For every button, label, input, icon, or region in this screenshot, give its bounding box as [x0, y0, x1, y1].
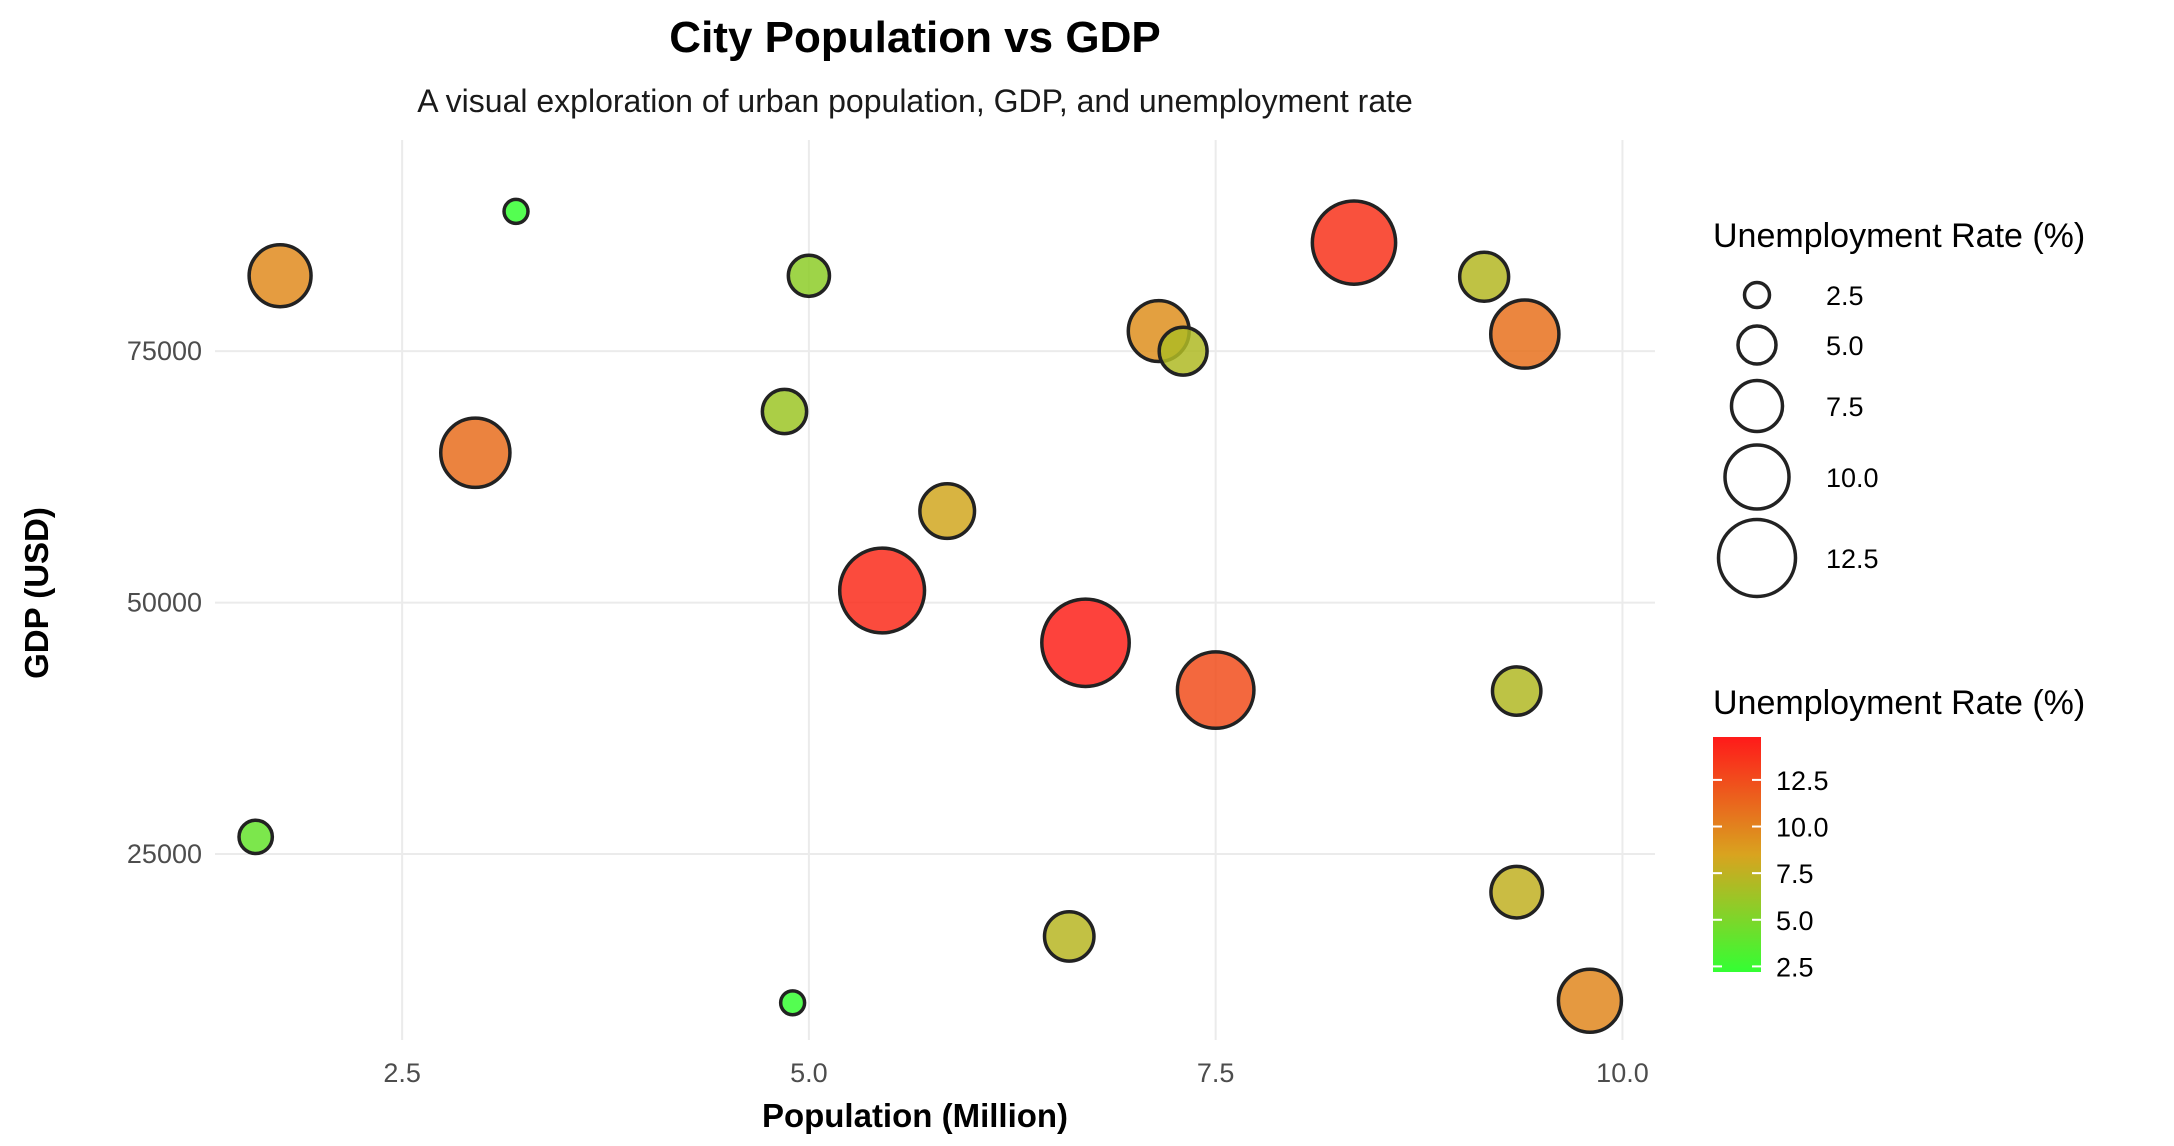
data-bubble [778, 989, 807, 1017]
data-bubble [760, 387, 809, 436]
x-tick-label: 2.5 [383, 1058, 421, 1088]
size-legend-key [1716, 517, 1798, 599]
data-bubble [918, 481, 977, 541]
data-bubble [1457, 250, 1511, 303]
color-legend-bar [1713, 737, 1761, 972]
bubbles [237, 197, 1624, 1035]
grid-lines [215, 140, 1655, 1040]
size-legend-label: 10.0 [1826, 463, 1879, 493]
plot-area [215, 140, 1655, 1040]
color-legend-label: 12.5 [1776, 766, 1829, 796]
data-bubble [1490, 665, 1543, 718]
x-tick-label: 7.5 [1197, 1058, 1235, 1088]
x-tick-label: 10.0 [1596, 1058, 1649, 1088]
chart-title: City Population vs GDP [669, 13, 1160, 62]
data-bubble [502, 197, 530, 226]
data-bubble [1157, 325, 1209, 377]
x-tick-label: 5.0 [790, 1058, 828, 1088]
y-axis-ticks: 25000 50000 75000 [127, 336, 202, 869]
size-legend-key [1723, 443, 1791, 511]
data-bubble [1556, 967, 1624, 1035]
size-legend-label: 12.5 [1826, 544, 1879, 574]
data-bubble [237, 818, 275, 856]
chart-subtitle: A visual exploration of urban population… [417, 83, 1413, 119]
size-legend-label: 7.5 [1826, 392, 1864, 422]
data-bubble [837, 546, 927, 635]
x-axis-ticks: 2.5 5.0 7.5 10.0 [383, 1058, 1648, 1088]
y-tick-label: 75000 [127, 336, 202, 366]
data-bubble [786, 253, 832, 299]
color-legend-title: Unemployment Rate (%) [1713, 684, 2085, 722]
x-axis-title: Population (Million) [762, 1097, 1068, 1134]
size-legend-title: Unemployment Rate (%) [1713, 217, 2085, 255]
color-legend-label: 10.0 [1776, 813, 1829, 843]
y-axis-title: GDP (USD) [18, 507, 55, 679]
size-legend-key [1729, 378, 1785, 434]
size-legend-key [1736, 324, 1778, 366]
size-legend-label: 5.0 [1826, 331, 1864, 361]
size-legend: Unemployment Rate (%) 2.5 5.0 7.5 10.0 12.5 [1713, 217, 2085, 599]
color-legend-label: 2.5 [1776, 952, 1814, 982]
size-legend-items: 2.5 5.0 7.5 10.0 12.5 [1716, 280, 1879, 599]
color-legend: Unemployment Rate (%) 12.5 10.0 7.5 5.0 2.5 [1713, 684, 2085, 982]
size-legend-key [1742, 280, 1772, 310]
data-bubble [438, 416, 512, 490]
data-bubble [1489, 298, 1561, 370]
data-bubble [1489, 864, 1545, 920]
data-bubble [1040, 597, 1131, 689]
data-bubble [1310, 199, 1398, 286]
data-bubble [1042, 909, 1096, 963]
data-bubble [1175, 650, 1256, 731]
color-legend-label: 7.5 [1776, 859, 1814, 889]
y-tick-label: 50000 [127, 588, 202, 618]
color-legend-items: 12.5 10.0 7.5 5.0 2.5 [1713, 766, 1829, 982]
size-legend-label: 2.5 [1826, 281, 1864, 311]
y-tick-label: 25000 [127, 839, 202, 869]
color-legend-label: 5.0 [1776, 906, 1814, 936]
data-bubble [247, 243, 313, 309]
